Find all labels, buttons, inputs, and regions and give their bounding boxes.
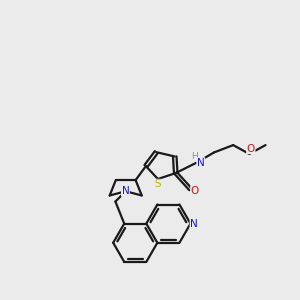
Text: S: S [154, 179, 161, 189]
Text: H: H [191, 152, 198, 161]
Text: N: N [190, 219, 198, 229]
Text: O: O [247, 144, 255, 154]
Text: O: O [191, 186, 199, 196]
Text: N: N [122, 186, 129, 196]
Text: N: N [197, 158, 205, 168]
